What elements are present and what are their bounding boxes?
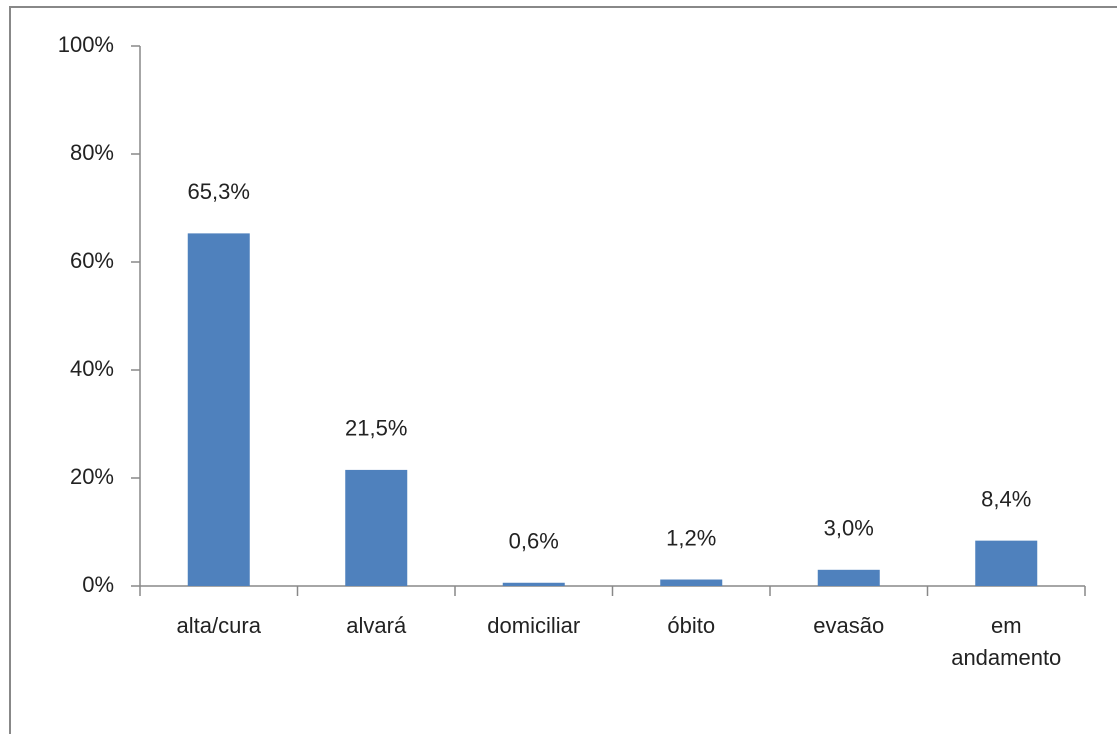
data-label: 3,0% xyxy=(824,516,874,541)
x-tick-label: em andamento xyxy=(951,613,1062,670)
data-label: 0,6% xyxy=(509,529,559,554)
x-tick-label: domiciliar xyxy=(487,613,581,638)
x-tick-label: evasão xyxy=(813,613,885,638)
y-tick-label: 60% xyxy=(70,248,114,273)
y-tick-label: 20% xyxy=(70,464,114,489)
bar xyxy=(817,569,880,586)
data-label: 21,5% xyxy=(345,416,407,441)
bar xyxy=(975,540,1038,586)
y-tick-label: 0% xyxy=(82,572,114,597)
data-label: 8,4% xyxy=(981,486,1031,511)
x-tick-label: óbito xyxy=(667,613,716,638)
x-tick-label: alvará xyxy=(346,613,407,638)
y-tick-label: 80% xyxy=(70,140,114,165)
bar xyxy=(660,579,723,586)
bar xyxy=(187,233,250,586)
y-tick-label: 100% xyxy=(58,32,114,57)
bar xyxy=(502,582,565,586)
x-tick-label: alta/cura xyxy=(176,613,261,638)
data-label: 65,3% xyxy=(188,179,250,204)
y-tick-label: 40% xyxy=(70,356,114,381)
data-label: 1,2% xyxy=(666,525,716,550)
frame xyxy=(9,6,1117,734)
bar xyxy=(345,469,408,586)
